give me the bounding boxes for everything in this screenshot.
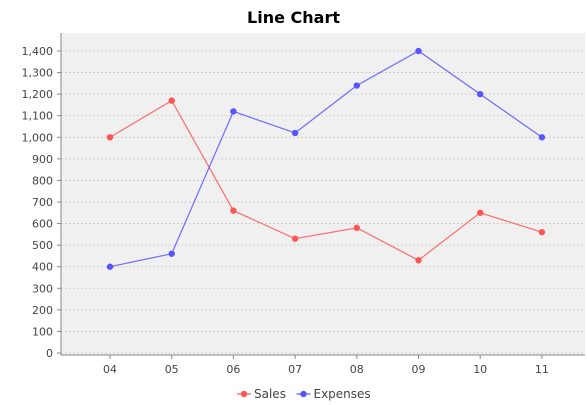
data-point-sales	[106, 134, 114, 141]
x-tick-label: 06	[226, 363, 240, 376]
x-tick-label: 04	[103, 363, 117, 376]
data-point-expenses	[353, 82, 360, 89]
data-point-expenses	[415, 47, 422, 55]
data-point-sales	[477, 209, 484, 216]
y-tick-label: 300	[32, 282, 53, 295]
data-point-sales	[168, 97, 175, 104]
data-point-sales	[538, 229, 546, 236]
y-tick-label: 800	[32, 174, 53, 187]
y-tick-label: 1,300	[22, 67, 54, 80]
x-tick-label: 10	[473, 363, 487, 376]
y-tick-label: 1,000	[22, 131, 54, 144]
data-point-expenses	[477, 90, 484, 98]
y-tick-label: 1,400	[22, 45, 54, 58]
data-point-expenses	[106, 263, 114, 270]
x-tick-label: 11	[535, 363, 549, 376]
plot-area	[61, 33, 585, 355]
data-point-expenses	[538, 134, 546, 141]
series-line-expenses	[109, 50, 543, 268]
y-tick-label: 200	[32, 304, 53, 317]
data-point-expenses	[168, 250, 175, 257]
x-tick-label: 09	[412, 363, 426, 376]
y-tick-label: 700	[32, 196, 53, 209]
y-tick-label: 600	[32, 218, 53, 231]
y-tick-label: 100	[32, 325, 53, 338]
data-point-sales	[415, 257, 422, 264]
y-tick-label: 1,100	[22, 110, 54, 123]
y-tick-label: 1,200	[22, 88, 54, 101]
series-line-sales	[109, 99, 543, 261]
x-tick-label: 08	[350, 363, 364, 376]
legend-label-sales: Sales	[254, 387, 286, 401]
y-tick-label: 0	[46, 347, 53, 360]
data-point-expenses	[230, 108, 237, 115]
y-tick-label: 900	[32, 153, 53, 166]
y-tick-label: 500	[32, 239, 53, 252]
legend-label-expenses: Expenses	[314, 387, 371, 401]
chart-title: Line Chart	[247, 8, 340, 27]
x-tick-label: 07	[288, 363, 302, 376]
legend-marker-sales	[240, 390, 248, 398]
y-tick-label: 400	[32, 261, 53, 274]
x-tick-label: 05	[165, 363, 179, 376]
data-point-expenses	[291, 129, 299, 137]
data-point-sales	[230, 207, 237, 214]
data-point-sales	[353, 224, 360, 232]
legend-marker-expenses	[300, 390, 307, 398]
data-point-sales	[291, 235, 299, 242]
